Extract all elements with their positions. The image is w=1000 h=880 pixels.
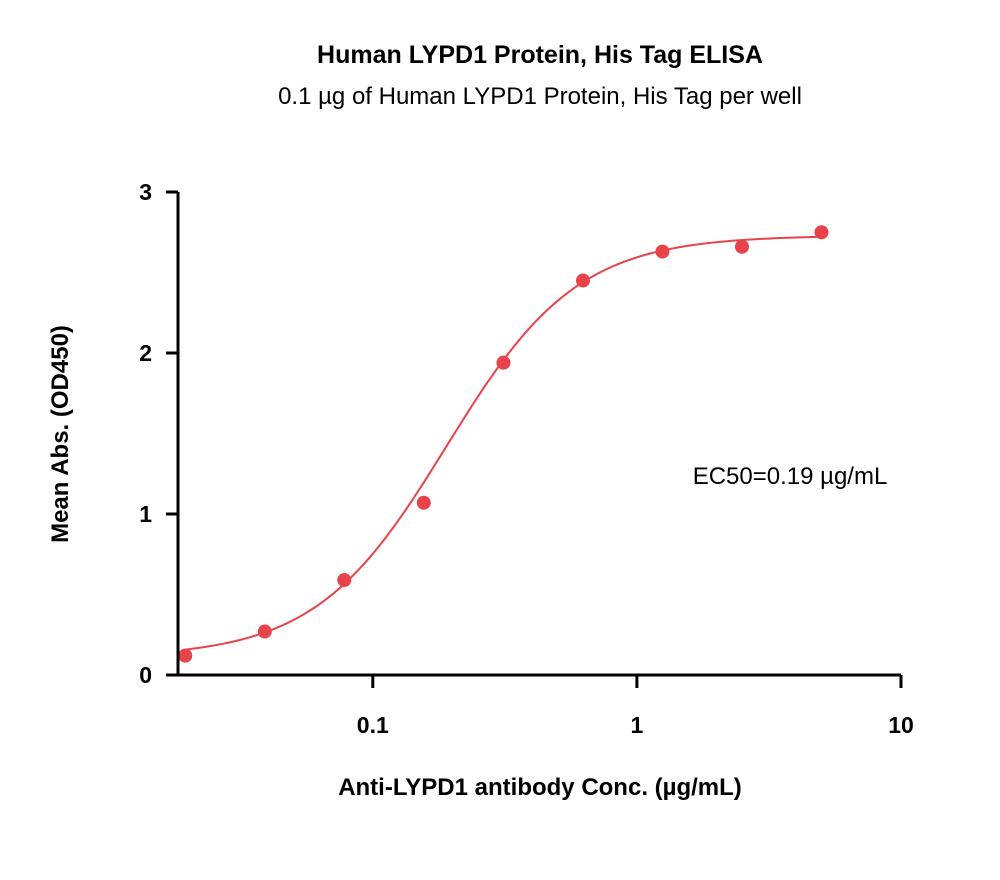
x-tick-label: 10: [888, 712, 914, 738]
data-point: [416, 495, 431, 510]
chart-subtitle: 0.1 µg of Human LYPD1 Protein, His Tag p…: [278, 83, 802, 110]
data-point: [257, 624, 272, 639]
data-point: [337, 573, 352, 588]
y-axis-ticks: 0 1 2 3: [139, 179, 178, 688]
y-tick-label: 0: [139, 662, 152, 688]
x-tick-label: 1: [630, 712, 643, 738]
y-tick-label: 1: [139, 501, 152, 527]
data-point: [814, 225, 829, 240]
y-axis-label: Mean Abs. (OD450): [47, 325, 74, 543]
data-point: [575, 273, 590, 288]
data-point: [178, 648, 193, 663]
data-point: [655, 244, 670, 259]
fit-curve-layer: [185, 235, 822, 651]
x-axis-label: Anti-LYPD1 antibody Conc. (µg/mL): [338, 774, 742, 801]
x-axis-ticks: 0.1 1 10: [357, 675, 914, 738]
data-point: [734, 239, 749, 254]
y-tick-label: 2: [139, 340, 152, 366]
fit-curve: [185, 235, 822, 651]
ec50-annotation: EC50=0.19 µg/mL: [693, 463, 888, 490]
x-tick-label: 0.1: [357, 712, 389, 738]
data-points-layer: [178, 225, 829, 663]
chart-title: Human LYPD1 Protein, His Tag ELISA: [317, 41, 763, 69]
y-tick-label: 3: [139, 179, 152, 205]
data-point: [496, 355, 511, 370]
